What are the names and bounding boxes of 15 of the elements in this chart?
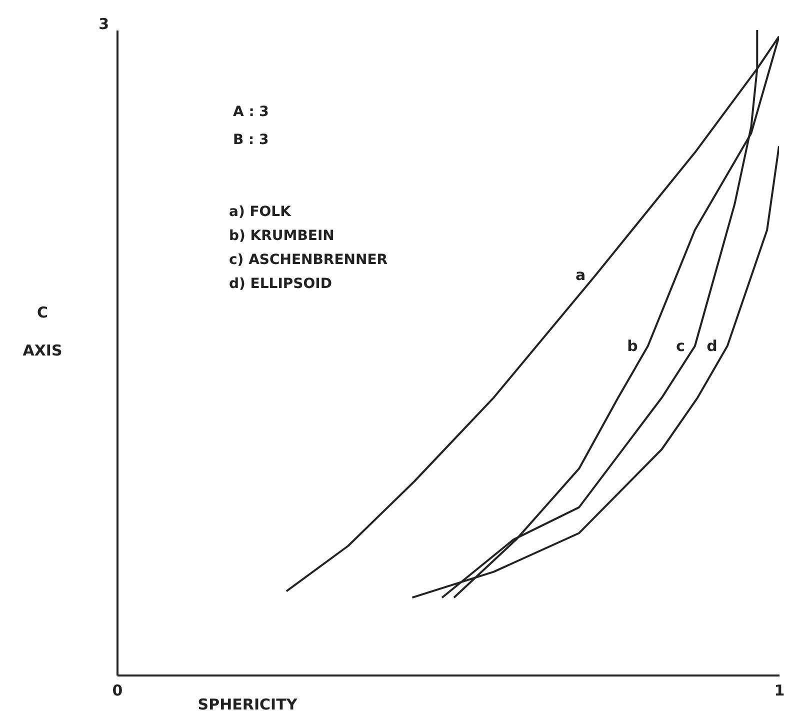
series-label: a [576, 266, 586, 284]
text: 3 [98, 15, 109, 33]
series-label: d [706, 337, 718, 356]
series-label: c [676, 337, 685, 356]
annotation: a) FOLK [229, 204, 292, 220]
x-axis-title: SPHERICITY [198, 696, 298, 711]
annotation: B : 3 [233, 132, 269, 148]
text: C AXIS [22, 304, 62, 360]
annotation: A : 3 [233, 104, 269, 120]
annotation: d) ELLIPSOID [229, 276, 332, 292]
series-label: b [627, 337, 638, 356]
annotation: b) KRUMBEIN [229, 228, 334, 244]
x-tick-label: 1 [774, 682, 785, 700]
annotation: c) ASCHENBRENNER [229, 252, 388, 268]
x-tick-label: 0 [112, 682, 123, 700]
